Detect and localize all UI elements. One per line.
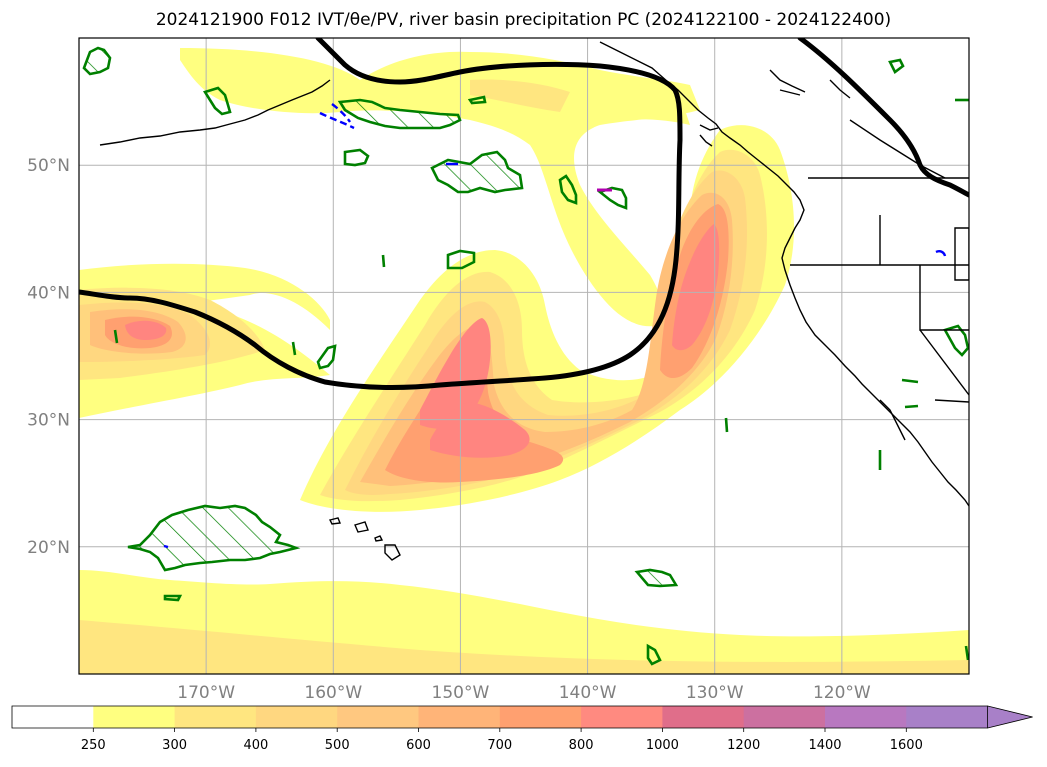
lon-label: 120°W xyxy=(813,683,871,703)
theta-e-contours xyxy=(79,38,969,390)
colorbar: 250 300 400 500 600 700 800 1000 1200 1400 1600 xyxy=(11,705,1033,753)
coastline xyxy=(354,521,369,533)
colorbar-segment xyxy=(93,706,176,728)
colorbar-label: 1600 xyxy=(890,738,923,753)
colorbar-segment xyxy=(662,706,745,728)
ivt-contour-800 xyxy=(430,402,530,458)
colorbar-segment xyxy=(906,706,989,728)
pv-contours xyxy=(82,46,969,666)
coastline xyxy=(99,79,331,146)
pv-region xyxy=(316,344,337,370)
ivt-contour-250 xyxy=(600,92,690,125)
coastline xyxy=(699,134,713,147)
lat-label: 20°N xyxy=(27,538,70,558)
coastline xyxy=(384,544,401,561)
map-title: 2024121900 F012 IVT/θe/PV, river basin p… xyxy=(155,10,892,30)
pv-region xyxy=(597,186,628,210)
pv-region xyxy=(343,148,370,167)
lat-label: 30°N xyxy=(27,411,70,431)
pv-region xyxy=(203,86,232,116)
colorbar-label: 600 xyxy=(406,738,431,753)
state-border xyxy=(934,399,969,403)
colorbar-label: 1400 xyxy=(808,738,841,753)
coastline xyxy=(879,399,906,441)
state-border xyxy=(919,265,969,331)
lon-label: 170°W xyxy=(177,683,235,703)
negative-contour xyxy=(935,250,947,257)
lat-label: 40°N xyxy=(27,283,70,303)
colorbar-segment xyxy=(743,706,826,728)
negative-contours xyxy=(163,103,947,549)
latitude-labels: 20°N 30°N 40°N 50°N xyxy=(27,156,70,558)
ivt-contour-250 xyxy=(79,263,330,330)
ivt-contour-250 xyxy=(180,48,700,327)
pv-region xyxy=(558,174,578,205)
pv-region xyxy=(127,504,301,572)
state-border xyxy=(919,329,969,396)
pv-region xyxy=(646,643,662,666)
coastline xyxy=(699,124,719,131)
coastline xyxy=(328,517,341,525)
coastline xyxy=(374,535,384,542)
pv-region xyxy=(943,324,969,357)
state-border xyxy=(954,227,969,281)
coastline xyxy=(769,69,806,93)
colorbar-segment xyxy=(581,706,663,728)
coastline xyxy=(599,41,969,507)
negative-contour xyxy=(331,103,351,123)
colorbar-label: 400 xyxy=(243,738,268,753)
state-border xyxy=(849,119,946,179)
pv-region xyxy=(467,95,487,105)
ivt-contour-800 xyxy=(672,224,720,351)
pv-region xyxy=(337,98,462,130)
pv-region xyxy=(113,254,969,661)
pv-region xyxy=(446,249,476,270)
coastlines xyxy=(99,41,969,561)
colorbar-segment xyxy=(337,706,419,728)
map-frame xyxy=(78,37,970,675)
lon-label: 150°W xyxy=(432,683,490,703)
theta-e-contour xyxy=(797,38,969,198)
coastline xyxy=(829,79,851,99)
ivt-shading xyxy=(79,48,969,674)
pv-region xyxy=(82,46,112,76)
negative-contour xyxy=(163,544,169,549)
colorbar-extend-arrow xyxy=(987,705,1033,729)
coastline xyxy=(779,89,801,96)
lon-label: 160°W xyxy=(304,683,362,703)
ivt-contour-300 xyxy=(79,620,969,674)
colorbar-label: 500 xyxy=(325,738,350,753)
colorbar-label: 700 xyxy=(487,738,512,753)
map-area[interactable] xyxy=(79,38,969,674)
lon-label: 130°W xyxy=(686,683,744,703)
longitude-labels: 170°W 160°W 150°W 140°W 130°W 120°W xyxy=(177,683,871,703)
colorbar-segment xyxy=(12,706,94,728)
ivt-contour-800 xyxy=(125,320,167,340)
colorbar-segment xyxy=(825,706,907,728)
colorbar-segment xyxy=(418,706,501,728)
colorbar-segment xyxy=(174,706,257,728)
pv-region xyxy=(888,58,905,74)
lat-label: 50°N xyxy=(27,156,70,176)
pv-region xyxy=(430,150,524,194)
colorbar-label: 300 xyxy=(162,738,187,753)
negative-contour xyxy=(319,111,355,130)
ivt-contour-300 xyxy=(470,79,570,112)
colorbar-segment xyxy=(499,706,582,728)
lon-label: 140°W xyxy=(559,683,617,703)
colorbar-label: 1200 xyxy=(727,738,760,753)
pv-region xyxy=(634,568,679,588)
pv-region xyxy=(163,594,183,602)
colorbar-label: 800 xyxy=(569,738,594,753)
colorbar-label: 1000 xyxy=(646,738,679,753)
colorbar-label: 250 xyxy=(81,738,106,753)
ivt-contour-800 xyxy=(420,318,491,429)
theta-e-contour xyxy=(79,38,683,390)
colorbar-segment xyxy=(255,706,338,728)
